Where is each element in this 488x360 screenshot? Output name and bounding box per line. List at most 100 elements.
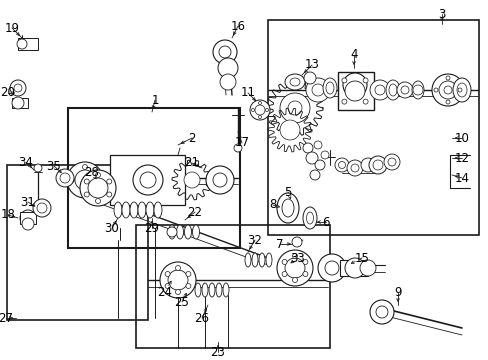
- Circle shape: [175, 266, 180, 270]
- Ellipse shape: [282, 199, 293, 217]
- Circle shape: [56, 169, 74, 187]
- Ellipse shape: [289, 78, 299, 86]
- Text: 7: 7: [276, 238, 283, 251]
- Circle shape: [372, 160, 382, 170]
- Circle shape: [218, 58, 238, 78]
- Circle shape: [12, 97, 24, 109]
- Circle shape: [341, 78, 346, 83]
- Circle shape: [342, 73, 366, 97]
- Text: 2: 2: [188, 131, 195, 144]
- Circle shape: [302, 271, 307, 276]
- Circle shape: [363, 99, 367, 104]
- Ellipse shape: [168, 225, 175, 239]
- Circle shape: [360, 158, 374, 172]
- Ellipse shape: [325, 82, 333, 94]
- Circle shape: [282, 271, 286, 276]
- Circle shape: [325, 261, 338, 275]
- Text: 22: 22: [187, 206, 202, 219]
- Text: 30: 30: [104, 221, 119, 234]
- Ellipse shape: [223, 283, 228, 297]
- Circle shape: [69, 177, 74, 183]
- Circle shape: [82, 165, 87, 170]
- Text: 23: 23: [210, 346, 225, 359]
- Circle shape: [368, 156, 386, 174]
- Text: 29: 29: [144, 221, 159, 234]
- Circle shape: [220, 74, 236, 90]
- Circle shape: [254, 105, 264, 115]
- Circle shape: [359, 260, 375, 276]
- Ellipse shape: [114, 202, 122, 218]
- Ellipse shape: [192, 225, 199, 239]
- Circle shape: [168, 270, 187, 290]
- Circle shape: [165, 284, 170, 288]
- Ellipse shape: [276, 193, 298, 223]
- Ellipse shape: [216, 283, 222, 297]
- Ellipse shape: [456, 83, 466, 97]
- Circle shape: [375, 306, 387, 318]
- Circle shape: [431, 74, 463, 106]
- Circle shape: [311, 84, 324, 96]
- Text: 5: 5: [284, 185, 291, 198]
- Circle shape: [445, 100, 449, 104]
- Circle shape: [34, 164, 42, 172]
- Bar: [339, 260, 367, 276]
- Circle shape: [33, 199, 51, 217]
- Circle shape: [106, 179, 112, 184]
- Ellipse shape: [122, 202, 130, 218]
- Circle shape: [183, 172, 200, 188]
- Circle shape: [292, 253, 297, 258]
- Text: 35: 35: [46, 159, 61, 172]
- Ellipse shape: [184, 225, 191, 239]
- Ellipse shape: [452, 78, 470, 102]
- Text: 6: 6: [322, 216, 329, 229]
- Ellipse shape: [146, 202, 154, 218]
- Circle shape: [160, 262, 196, 298]
- Text: 17: 17: [234, 136, 249, 149]
- Text: 20: 20: [0, 86, 16, 99]
- Circle shape: [165, 271, 170, 276]
- Text: 16: 16: [230, 19, 245, 32]
- Circle shape: [292, 278, 297, 283]
- Circle shape: [251, 108, 254, 112]
- Text: 28: 28: [84, 166, 99, 179]
- Circle shape: [320, 151, 328, 159]
- Circle shape: [338, 162, 345, 168]
- Text: 9: 9: [393, 285, 401, 298]
- Circle shape: [345, 81, 364, 101]
- Circle shape: [75, 170, 95, 190]
- Bar: [18, 38, 38, 50]
- Circle shape: [60, 173, 70, 183]
- Text: 3: 3: [437, 8, 445, 21]
- Ellipse shape: [306, 212, 313, 224]
- Circle shape: [14, 84, 22, 92]
- Circle shape: [276, 250, 312, 286]
- Text: 15: 15: [354, 252, 368, 265]
- Ellipse shape: [195, 283, 201, 297]
- Circle shape: [185, 271, 190, 276]
- Circle shape: [438, 81, 456, 99]
- Text: 24: 24: [157, 285, 172, 298]
- Circle shape: [20, 210, 36, 226]
- Bar: [20, 212, 36, 224]
- Bar: [7, 165, 148, 320]
- Ellipse shape: [251, 253, 258, 267]
- Circle shape: [17, 39, 27, 49]
- Circle shape: [84, 192, 89, 197]
- Text: 13: 13: [304, 58, 319, 72]
- Circle shape: [303, 143, 312, 153]
- Circle shape: [369, 300, 393, 324]
- Bar: [136, 225, 329, 348]
- Text: 26: 26: [194, 311, 209, 324]
- Circle shape: [369, 80, 389, 100]
- Text: 8: 8: [269, 198, 276, 211]
- Circle shape: [106, 192, 112, 197]
- Circle shape: [213, 173, 226, 187]
- Circle shape: [302, 260, 307, 265]
- Ellipse shape: [202, 283, 207, 297]
- Text: 10: 10: [454, 131, 468, 144]
- Ellipse shape: [388, 84, 396, 96]
- Circle shape: [234, 144, 242, 152]
- Circle shape: [346, 160, 362, 176]
- Text: 34: 34: [19, 156, 33, 168]
- Circle shape: [374, 85, 384, 95]
